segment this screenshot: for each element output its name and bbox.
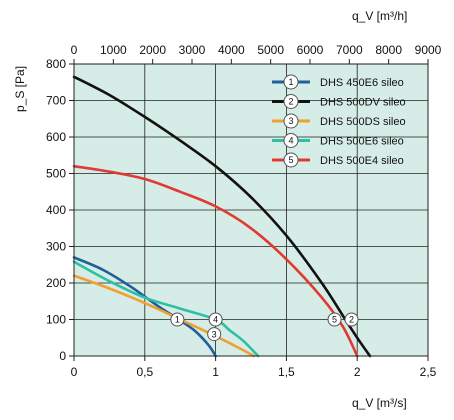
series-marker-circle [327, 312, 342, 327]
legend-marker-label: 3 [288, 116, 293, 126]
legend-marker-label: 4 [288, 136, 293, 146]
legend-item-3: 3 DHS 500DS sileo [272, 113, 406, 129]
legend-marker-circle [283, 113, 299, 129]
series-marker-label: 2 [349, 315, 354, 325]
x2-tick-label: 9000 [415, 43, 442, 57]
legend-item-2: 2 DHS 500DV sileo [272, 94, 406, 109]
series-marker-label: 5 [332, 315, 337, 325]
series-marker-4: 4 [208, 312, 223, 327]
curve-series-4 [72, 260, 260, 358]
y-tick-label: 200 [46, 276, 66, 290]
y-tick-label: 700 [46, 94, 66, 108]
legend-marker-label: 2 [288, 97, 293, 107]
x2-tick-label: 6000 [297, 43, 324, 57]
series-marker-1: 1 [170, 312, 185, 327]
x-axis-label: q_V [m³/s] [352, 396, 407, 410]
x-tick-label: 0 [71, 365, 78, 379]
legend-marker-circle [283, 74, 299, 90]
legend-label: DHS 500DS sileo [320, 116, 406, 128]
legend-item-4: 4 DHS 500E6 sileo [272, 133, 404, 148]
x2-tick-label: 3000 [179, 43, 206, 57]
legend-marker-circle [283, 133, 299, 148]
y-tick-label: 100 [46, 313, 66, 327]
series-markers: 1 2 3 4 5 [170, 312, 359, 342]
series-marker-2: 2 [344, 312, 359, 327]
legend-item-1: 1 DHS 450E6 sileo [272, 74, 404, 90]
series-marker-label: 4 [213, 315, 218, 325]
curve-series-3 [72, 274, 256, 358]
y-tick-label: 600 [46, 130, 66, 144]
tick-labels: 0 0,5 1 1,5 2 2,50 1000 2000 3000 4000 5000 6000 700… [46, 43, 442, 379]
legend-label: DHS 500DV sileo [320, 97, 406, 109]
y-axis-label: p_S [Pa] [13, 66, 27, 112]
y-tick-label: 800 [46, 57, 66, 71]
x-tick-label: 2,5 [420, 365, 437, 379]
legend: 1 DHS 450E6 sileo 2 DHS 500DV sileo 3 DHS 500… [272, 74, 406, 168]
legend-marker-circle [283, 152, 299, 168]
x2-tick-label: 8000 [375, 43, 402, 57]
legend-marker-label: 1 [288, 77, 293, 87]
series-marker-label: 1 [175, 315, 180, 325]
y-tick-label: 400 [46, 203, 66, 217]
series-marker-circle [207, 327, 222, 342]
legend-label: DHS 450E6 sileo [320, 77, 404, 89]
legend-label: DHS 500E6 sileo [320, 136, 404, 148]
x2-tick-label: 0 [71, 43, 78, 57]
series-marker-circle [170, 312, 185, 327]
legend-item-5: 5 DHS 500E4 sileo [272, 152, 404, 168]
x2-tick-label: 4000 [218, 43, 245, 57]
y-tick-label: 300 [46, 240, 66, 254]
x2-axis-label: q_V [m³/h] [352, 9, 407, 23]
x2-tick-label: 2000 [139, 43, 166, 57]
series-marker-5: 5 [327, 312, 342, 327]
series-marker-circle [344, 312, 359, 327]
x-tick-label: 1 [212, 365, 219, 379]
series-marker-circle [208, 312, 223, 327]
x2-tick-label: 1000 [100, 43, 127, 57]
x-tick-label: 2 [354, 365, 361, 379]
series-marker-label: 3 [212, 329, 217, 339]
y-tick-label: 500 [46, 167, 66, 181]
x2-tick-label: 7000 [336, 43, 363, 57]
legend-marker-label: 5 [288, 155, 293, 165]
y-tick-label: 0 [59, 349, 66, 363]
series-marker-3: 3 [207, 327, 222, 342]
x-tick-label: 0,5 [136, 365, 153, 379]
x-tick-label: 1,5 [278, 365, 295, 379]
legend-label: DHS 500E4 sileo [320, 155, 404, 167]
legend-marker-circle [283, 94, 299, 109]
x2-tick-label: 5000 [257, 43, 284, 57]
